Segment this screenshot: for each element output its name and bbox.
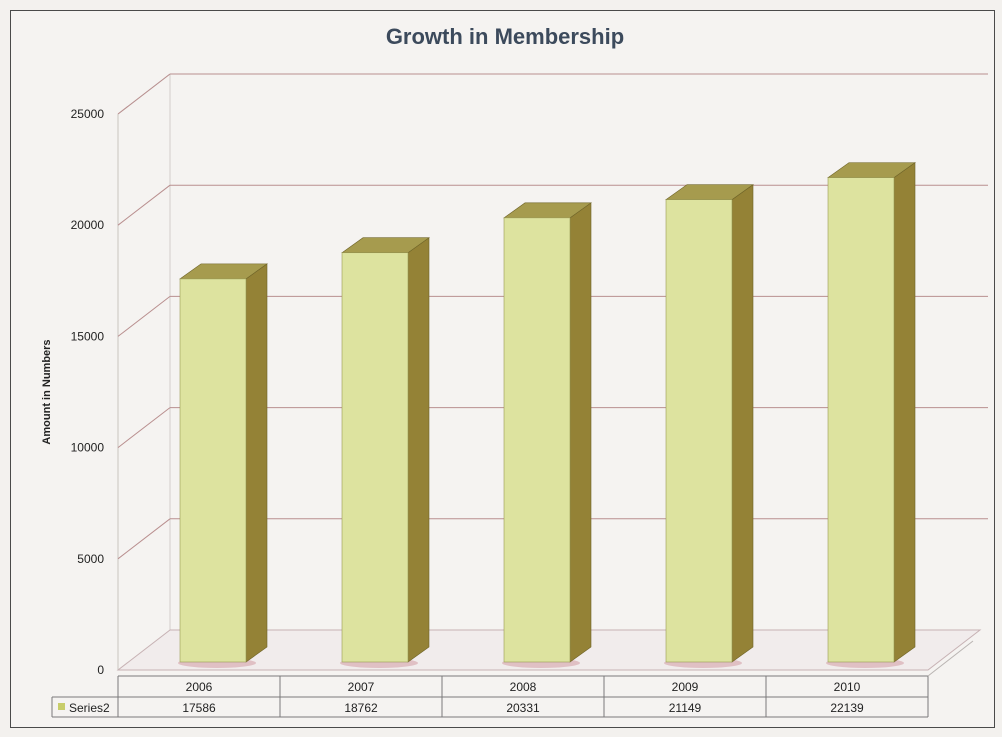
bar-front (341, 252, 409, 663)
table-row-label: Series2 (69, 701, 110, 715)
gridline-depth (117, 296, 171, 337)
gridline-depth (117, 73, 171, 115)
chart-title: Growth in Membership (386, 24, 624, 49)
table-value: 22139 (830, 701, 864, 715)
plot-walls (117, 73, 171, 670)
y-tick-label: 10000 (71, 441, 105, 455)
table-value: 21149 (669, 701, 702, 715)
y-tick-label: 0 (97, 663, 104, 677)
bar-2009 (664, 184, 754, 668)
gridline-depth (117, 518, 171, 560)
bar-2007 (340, 237, 430, 668)
data-table: 2006 2007 2008 2009 2010 17586 18762 20331 21149… (51, 640, 974, 718)
y-tick-label: 25000 (71, 107, 105, 121)
floor-edge (927, 640, 974, 677)
bar-front (827, 177, 895, 663)
bar-front (503, 217, 571, 663)
y-tick-label: 20000 (71, 218, 105, 232)
table-category-label: 2010 (834, 680, 861, 694)
y-tick-label: 5000 (77, 552, 104, 566)
bar-side (569, 202, 592, 663)
table-value: 17586 (182, 701, 216, 715)
bar-front (665, 199, 733, 663)
bar-2010 (826, 162, 916, 668)
table-category-label: 2008 (510, 680, 537, 694)
bar-2006 (178, 263, 268, 668)
y-tick-label: 15000 (71, 329, 105, 343)
y-axis-label: Amount in Numbers (41, 339, 53, 444)
bar-side (407, 237, 430, 663)
bar-front (179, 278, 247, 663)
table-category-label: 2006 (186, 680, 213, 694)
table-value: 18762 (344, 701, 378, 715)
bars (178, 162, 916, 668)
bar-side (245, 263, 268, 663)
bar-side (893, 162, 916, 663)
gridline-depth (117, 184, 171, 226)
bar-2008 (502, 202, 592, 668)
table-category-label: 2007 (348, 680, 375, 694)
table-category-label: 2009 (672, 680, 699, 694)
table-value: 20331 (506, 701, 540, 715)
gridline-depth (117, 407, 171, 448)
y-axis-ticks: 0 5000 10000 15000 20000 25000 (71, 107, 105, 677)
bar-side (731, 184, 754, 663)
legend-key (58, 703, 65, 710)
